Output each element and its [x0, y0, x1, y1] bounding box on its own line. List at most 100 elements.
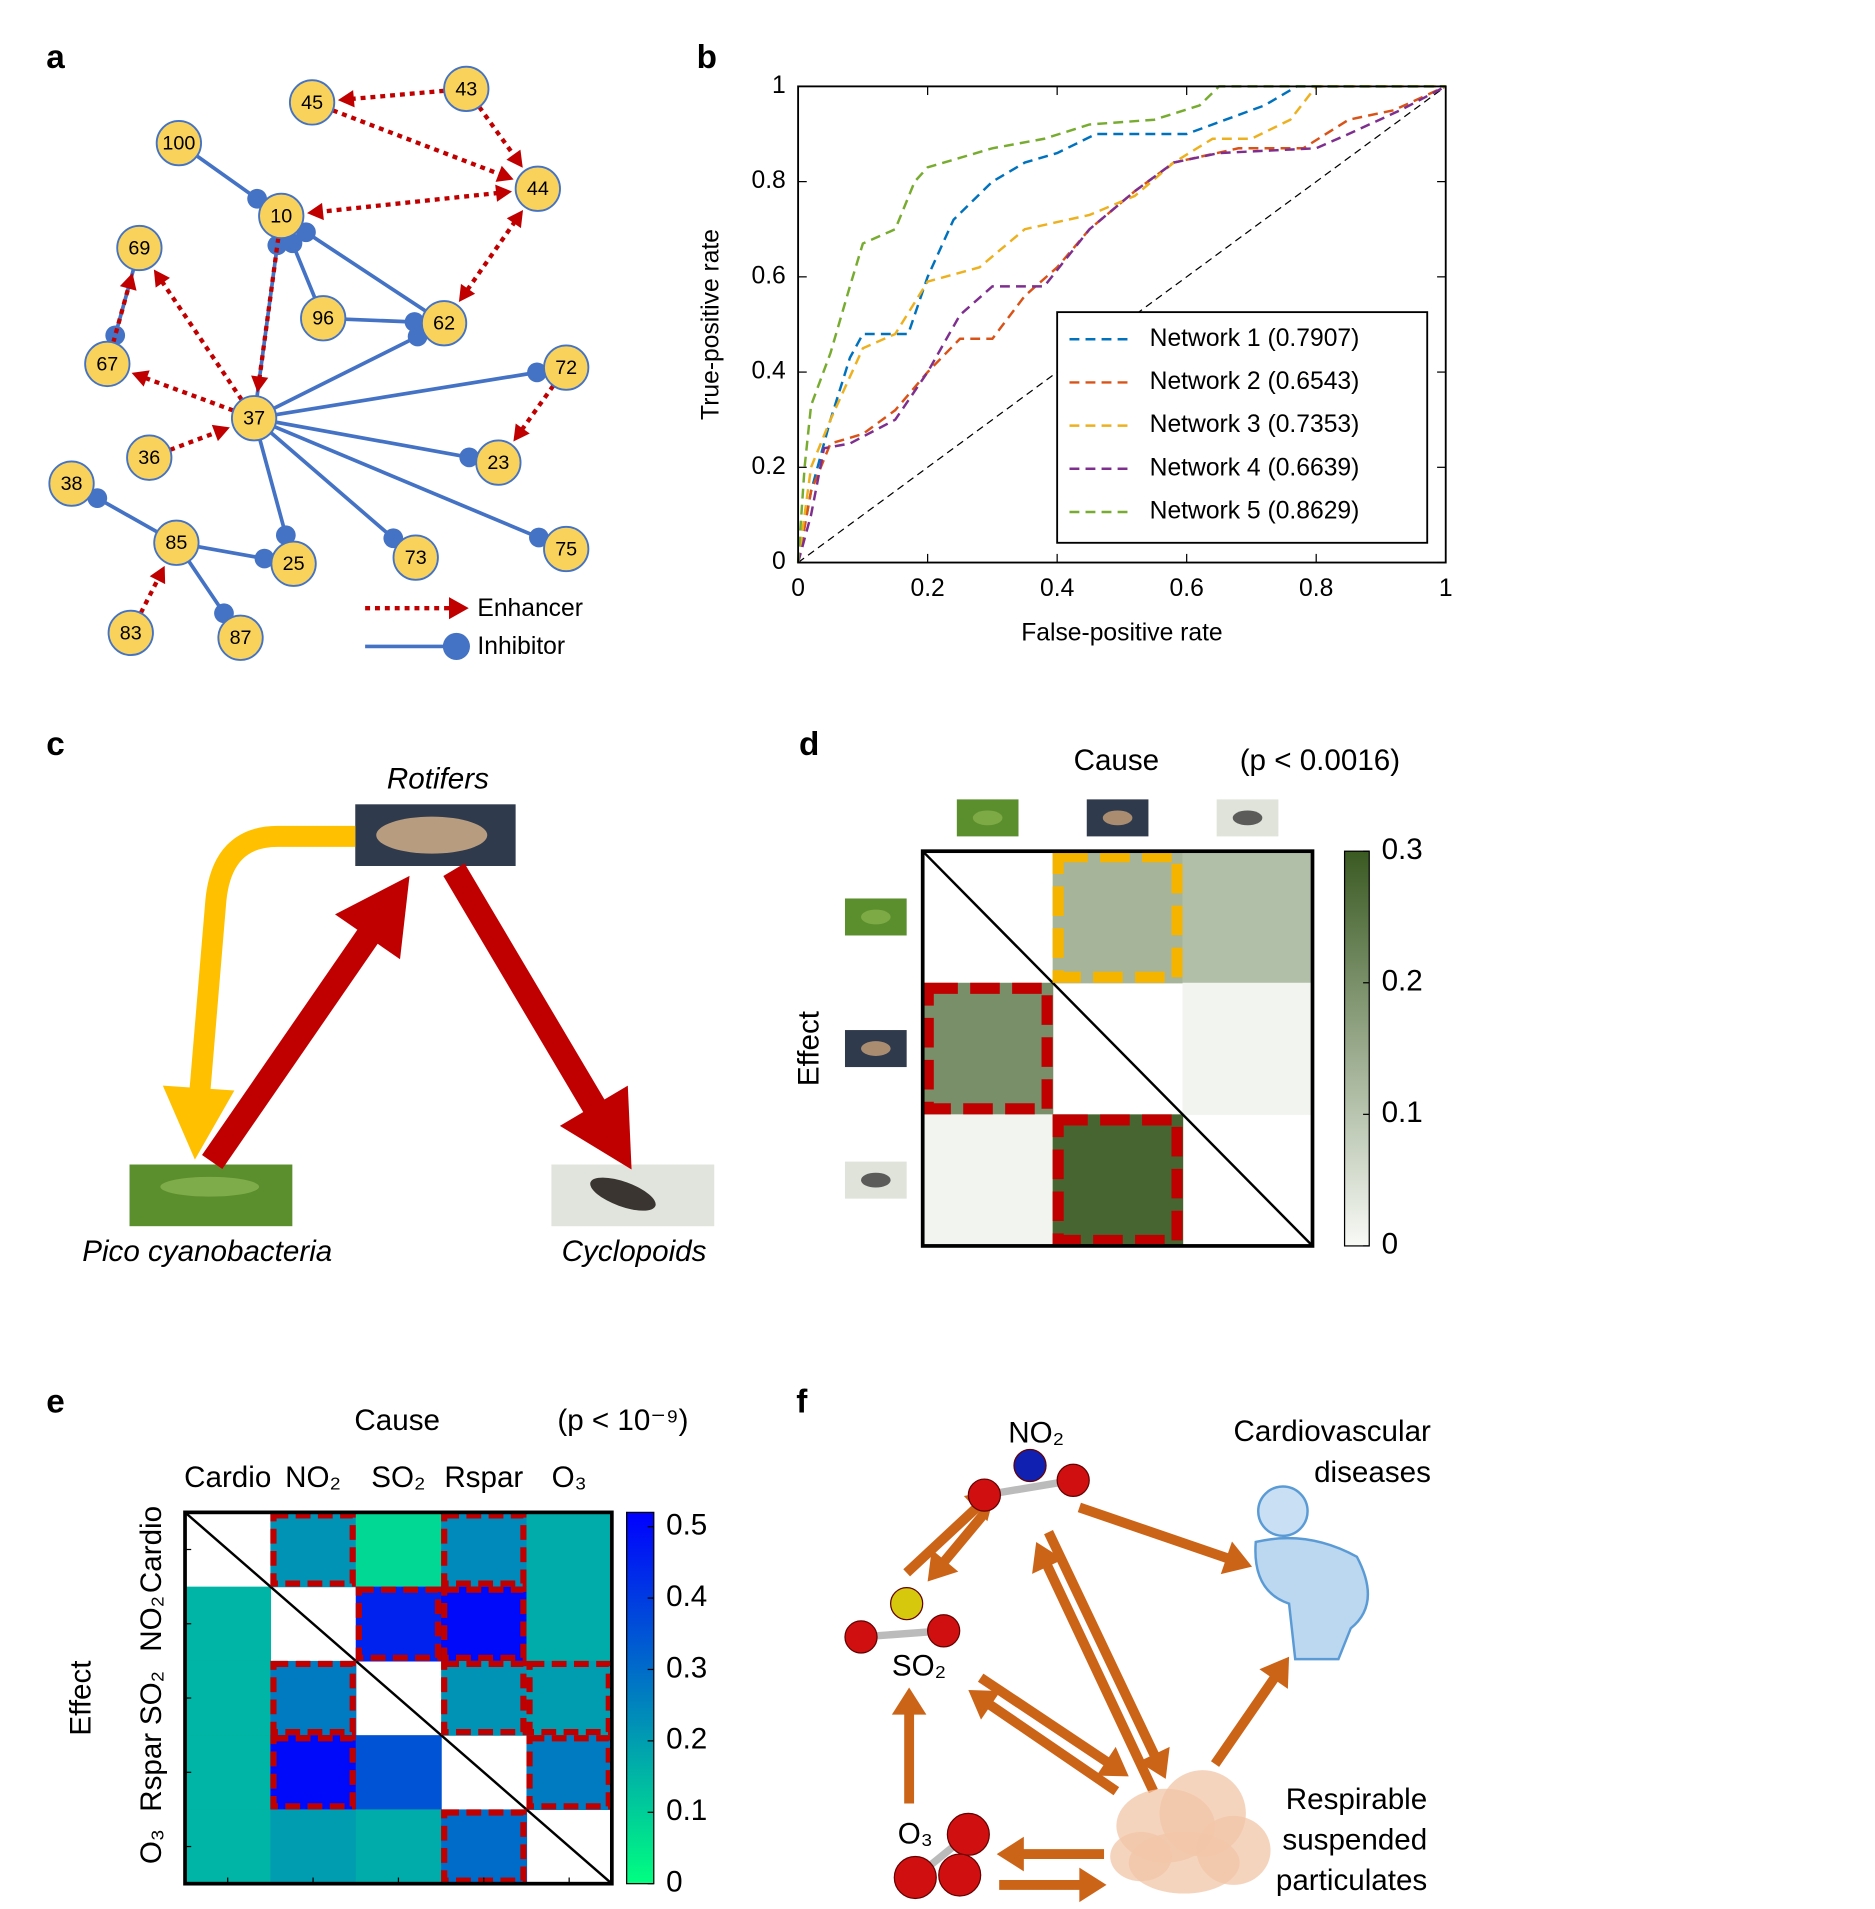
column-label: O₃ — [552, 1461, 587, 1494]
red-arrow-head — [559, 1085, 632, 1170]
colorbar-tick-label: 0.2 — [666, 1723, 707, 1756]
cyanobacteria-detail — [160, 1176, 260, 1197]
effect-label: Effect — [64, 1660, 97, 1735]
cause-label: Cause — [354, 1404, 440, 1437]
inhibitor-end — [254, 548, 275, 569]
enhancer-edge-head — [251, 375, 269, 393]
panel-label: d — [799, 726, 819, 763]
outcome-label: diseases — [1314, 1456, 1431, 1489]
node-label: 100 — [162, 133, 195, 155]
inhibitor-edge — [253, 334, 419, 420]
node-label: 72 — [555, 357, 577, 379]
y-tick-label: 1 — [772, 72, 786, 99]
significant-outline — [270, 1735, 356, 1810]
heatmap-cell — [355, 1512, 442, 1588]
colorbar-tick-label: 0.3 — [1382, 833, 1423, 866]
enhancer-edge-head — [513, 423, 530, 442]
network-node — [258, 192, 305, 240]
legend-label: Network 3 (0.7353) — [1150, 411, 1360, 438]
enhancer-edge — [464, 219, 517, 293]
roc-curve — [796, 85, 1447, 563]
node-label: 85 — [165, 532, 187, 554]
species-thumbnail-detail — [861, 909, 891, 925]
network-node — [300, 295, 347, 342]
row-label: O₃ — [135, 1829, 168, 1864]
causal-arrow — [1210, 1672, 1281, 1767]
heatmap-cell — [441, 1809, 528, 1885]
heatmap-cell — [526, 1586, 613, 1662]
x-tick-label: 0.2 — [910, 575, 944, 602]
network-node — [543, 525, 590, 573]
node-label: 45 — [301, 92, 323, 114]
outcome-label: Cardiovascular — [1234, 1415, 1432, 1448]
enhancer-edge — [477, 105, 517, 158]
diagonal — [921, 850, 1314, 1247]
causal-arrow-head — [1096, 1746, 1129, 1777]
heatmap-cell — [270, 1735, 357, 1811]
causal-arrow — [984, 1698, 1120, 1796]
effect-label: Effect — [792, 1011, 825, 1086]
inhibitor-end — [275, 525, 296, 546]
causal-arrow — [903, 1502, 982, 1577]
cyclopoid-body — [590, 1177, 656, 1211]
heatmap-cell — [922, 982, 1054, 1115]
column-label: SO₂ — [371, 1461, 425, 1494]
rotifer-body — [376, 816, 488, 854]
heatmap-cell — [526, 1512, 613, 1588]
particulate-label: suspended — [1282, 1824, 1427, 1857]
causal-arrow — [977, 1673, 1113, 1768]
network-node — [420, 300, 468, 347]
heatmap-cell — [526, 1660, 613, 1736]
network-node — [116, 224, 163, 272]
legend-enhancer-head — [449, 597, 469, 620]
species-thumbnail-detail — [1232, 810, 1263, 826]
causal-arrow-head — [927, 1549, 959, 1582]
enhancer-edge-head — [119, 272, 137, 291]
atom — [893, 1855, 937, 1900]
significant-outline — [1052, 851, 1183, 983]
enhancer-edge-head — [495, 184, 513, 202]
network-node — [475, 439, 522, 486]
atom — [1056, 1463, 1090, 1497]
node-label: 25 — [283, 553, 305, 575]
y-tick-label: 0.6 — [751, 262, 785, 289]
node-label: 23 — [487, 452, 509, 474]
heatmap-cell — [270, 1512, 357, 1588]
colorbar — [626, 1511, 655, 1885]
heatmap-cell — [185, 1735, 272, 1811]
significant-outline — [1052, 1114, 1183, 1246]
causal-arrow-head — [1220, 1541, 1253, 1575]
column-label: NO₂ — [285, 1461, 341, 1494]
atom — [927, 1614, 961, 1648]
species-label: Rotifers — [387, 763, 489, 796]
enhancer-edge — [138, 577, 161, 615]
atom — [1013, 1448, 1047, 1483]
matrix-frame — [920, 849, 1315, 1248]
inhibitor-end — [282, 233, 303, 254]
legend-label: Inhibitor — [477, 633, 565, 660]
column-label: Rspar — [444, 1461, 523, 1494]
red-arrow-head — [335, 875, 410, 960]
x-tick-label: 0.6 — [1170, 575, 1204, 602]
row-label: Rspar — [135, 1733, 168, 1812]
legend-box — [1056, 311, 1429, 544]
yellow-arrow-head — [162, 1085, 235, 1160]
significant-outline — [355, 1586, 442, 1661]
node-label: 73 — [405, 547, 427, 569]
column-label: Cardio — [184, 1461, 271, 1494]
colorbar-tick-label: 0 — [666, 1865, 682, 1898]
legend-label: Network 5 (0.8629) — [1150, 497, 1360, 524]
yellow-arrow — [189, 825, 356, 1093]
y-tick-label: 0.8 — [751, 167, 785, 194]
x-tick-label: 0.8 — [1299, 575, 1333, 602]
heatmap-cell — [526, 1735, 613, 1811]
heatmap-cell — [1052, 1114, 1184, 1247]
row-label: SO₂ — [135, 1671, 168, 1725]
y-tick-label: 0.4 — [751, 358, 785, 385]
node-label: 36 — [138, 447, 160, 469]
significant-outline — [270, 1512, 356, 1587]
y-axis-label: True-positive rate — [697, 229, 724, 420]
